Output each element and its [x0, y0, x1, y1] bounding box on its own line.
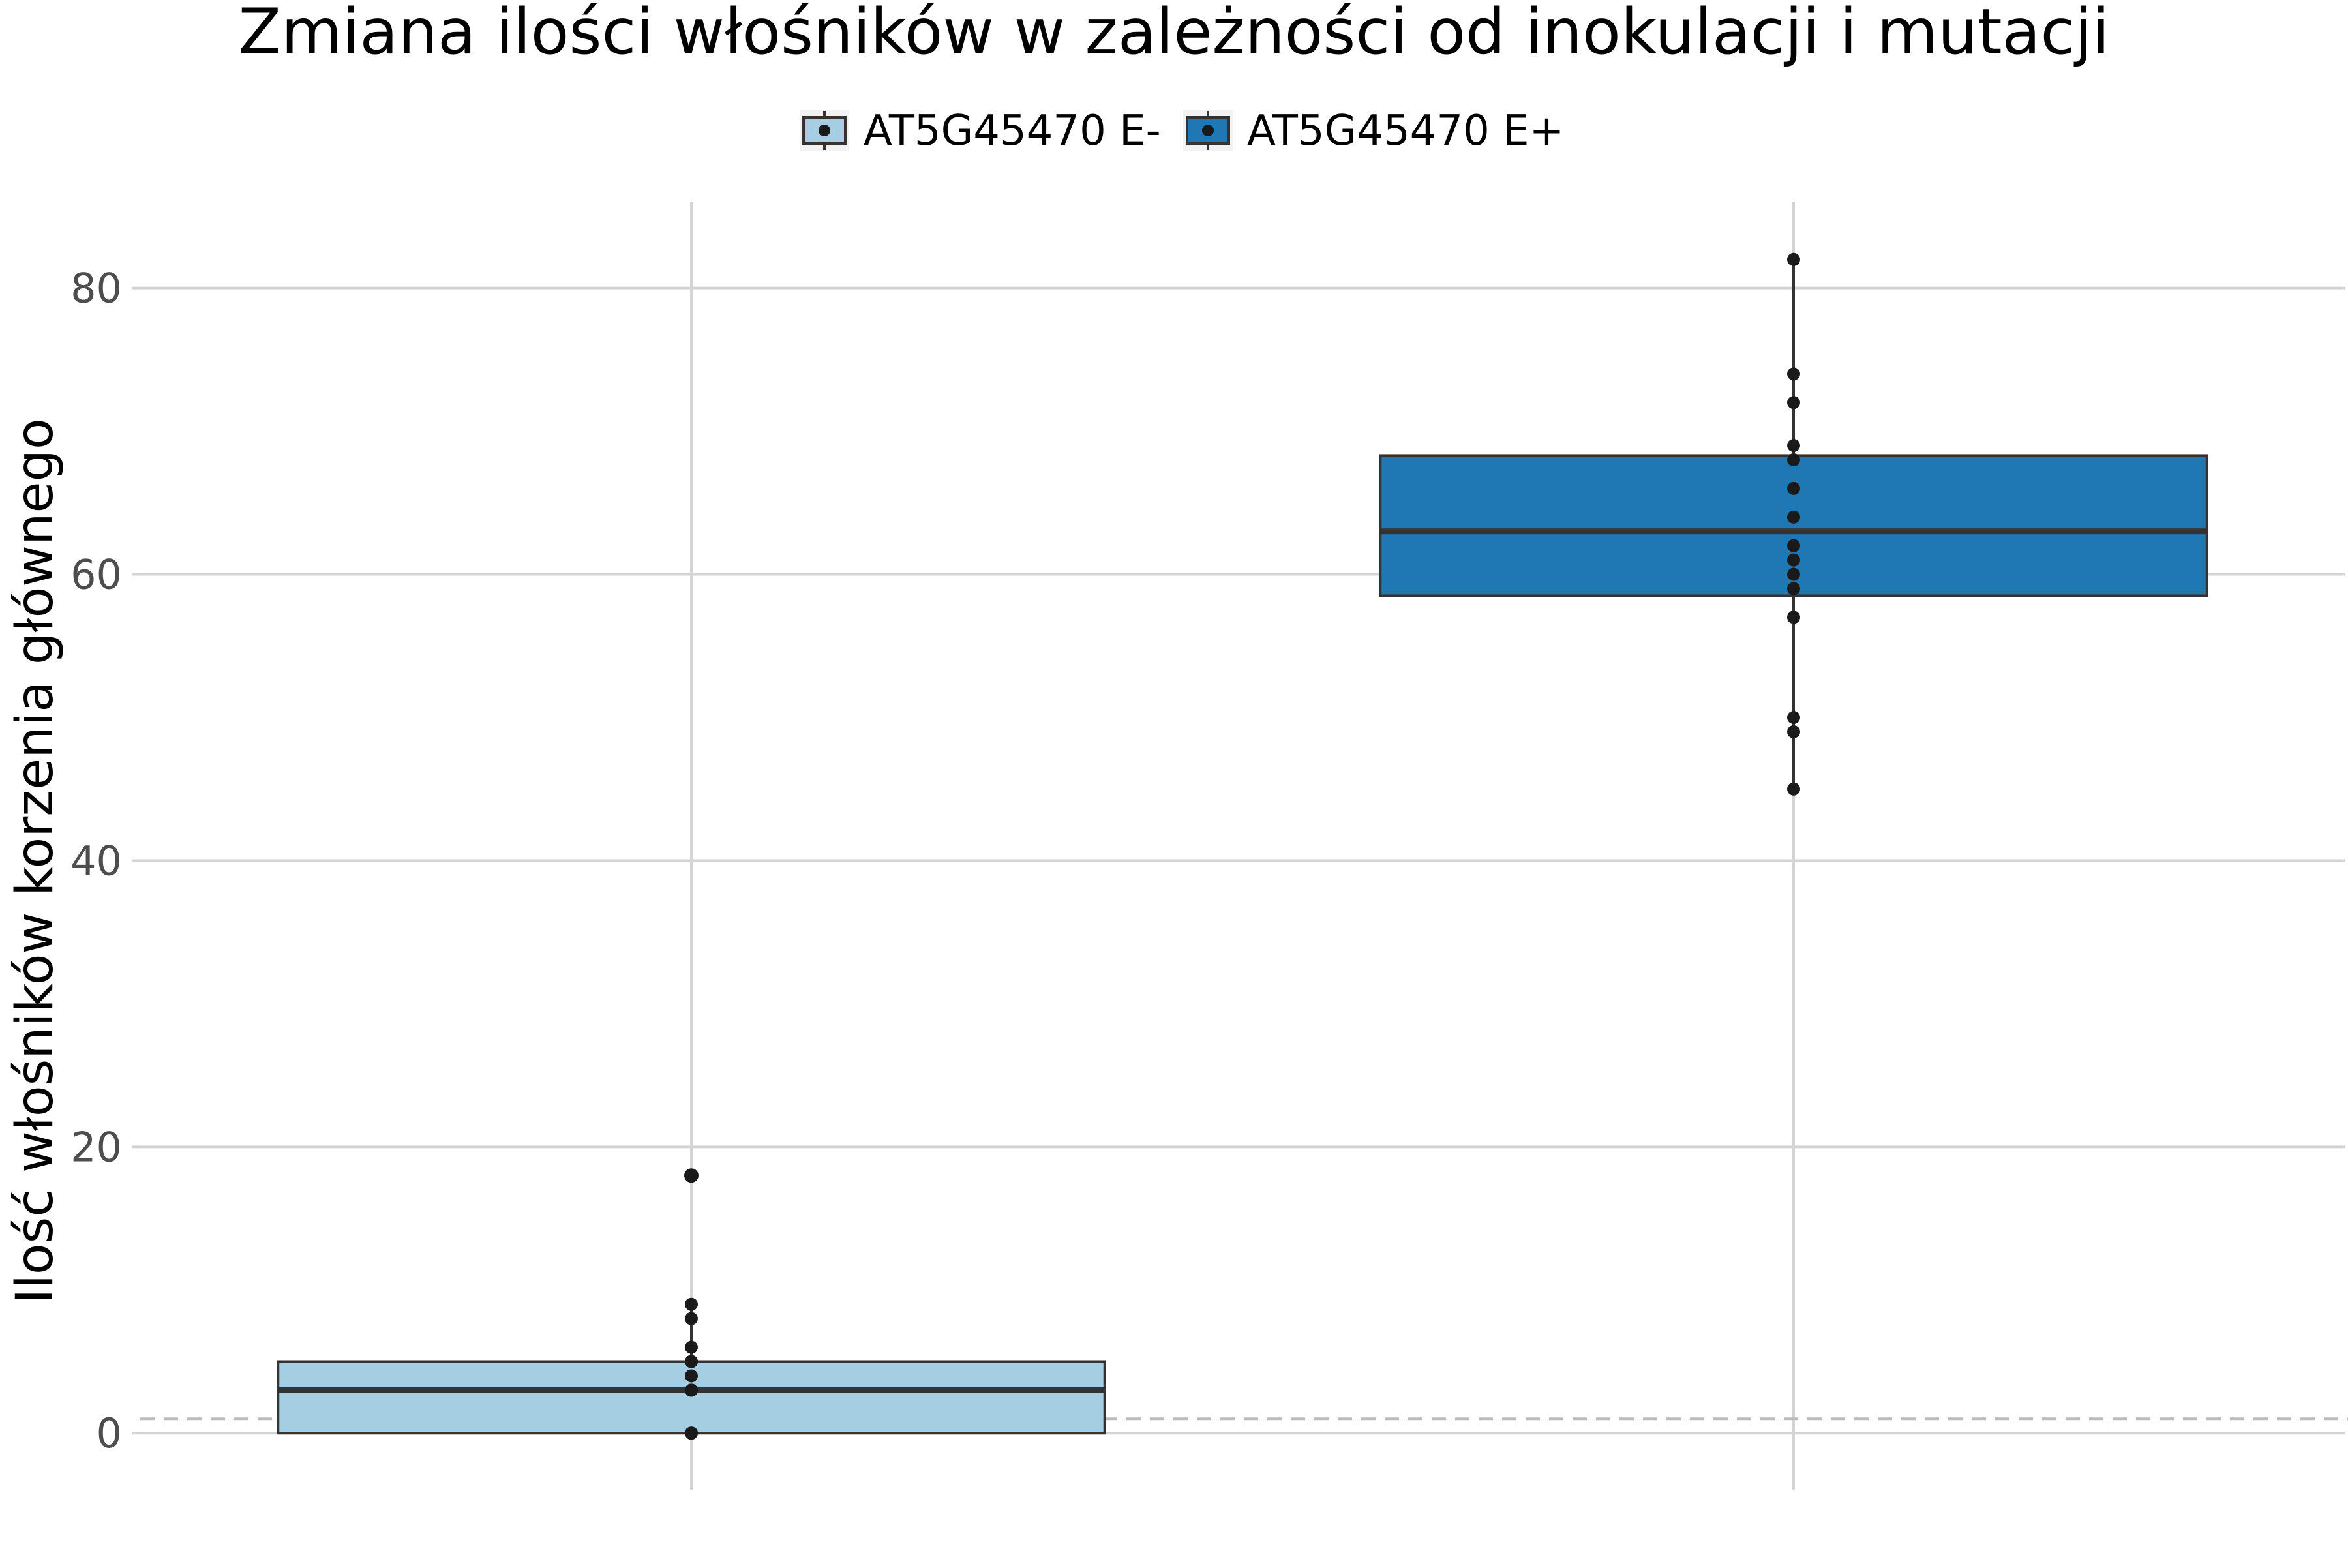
data-point-0-10 [685, 1297, 698, 1311]
data-point-1-8 [1787, 510, 1800, 524]
grid [140, 202, 2348, 1490]
data-point-0-2 [685, 1426, 698, 1440]
y-axis-label: Ilość włośników korzenia głównego [6, 418, 65, 1304]
data-points [684, 252, 1800, 1440]
legend-key-point-0 [819, 125, 830, 136]
data-point-1-12 [1787, 396, 1800, 410]
legend-key-point-1 [1202, 125, 1214, 136]
data-point-1-14 [1787, 252, 1800, 266]
data-point-0-11 [685, 1169, 698, 1183]
tick-label-y-20: 20 [70, 1123, 122, 1171]
data-point-1-4 [1787, 582, 1800, 596]
data-point-1-9 [1787, 481, 1800, 495]
legend-label-1: AT5G45470 E+ [1247, 107, 1564, 155]
box-group-1 [1379, 259, 2208, 789]
data-point-1-1 [1787, 725, 1800, 738]
data-point-0-8 [685, 1340, 698, 1354]
data-point-1-3 [1787, 611, 1800, 624]
legend-label-0: AT5G45470 E- [864, 107, 1161, 155]
legend-item-1: AT5G45470 E+ [1183, 107, 1564, 155]
data-point-1-6 [1787, 553, 1800, 567]
legend-item-0: AT5G45470 E- [800, 107, 1161, 155]
tick-label-y-60: 60 [70, 551, 122, 599]
y-axis-ticks: 0 20 40 60 80 [70, 265, 140, 1457]
tick-label-y-40: 40 [70, 837, 122, 884]
data-point-0-5 [685, 1369, 698, 1383]
data-point-1-7 [1787, 539, 1800, 552]
tick-label-y-0: 0 [97, 1410, 122, 1457]
data-point-0-9 [685, 1312, 698, 1325]
data-point-1-5 [1787, 567, 1800, 581]
data-point-1-11 [1787, 439, 1800, 453]
boxes [277, 259, 2208, 1435]
legend: AT5G45470 E- AT5G45470 E+ [800, 107, 1564, 155]
tick-label-y-80: 80 [70, 265, 122, 312]
data-point-0-4 [685, 1383, 698, 1397]
data-point-1-13 [1787, 367, 1800, 381]
data-point-1-2 [1787, 711, 1800, 724]
chart-title: Zmiana ilości włośników w zależności od … [238, 0, 2109, 68]
data-point-0-7 [685, 1355, 698, 1368]
data-point-1-10 [1787, 453, 1800, 466]
data-point-1-0 [1787, 782, 1800, 796]
